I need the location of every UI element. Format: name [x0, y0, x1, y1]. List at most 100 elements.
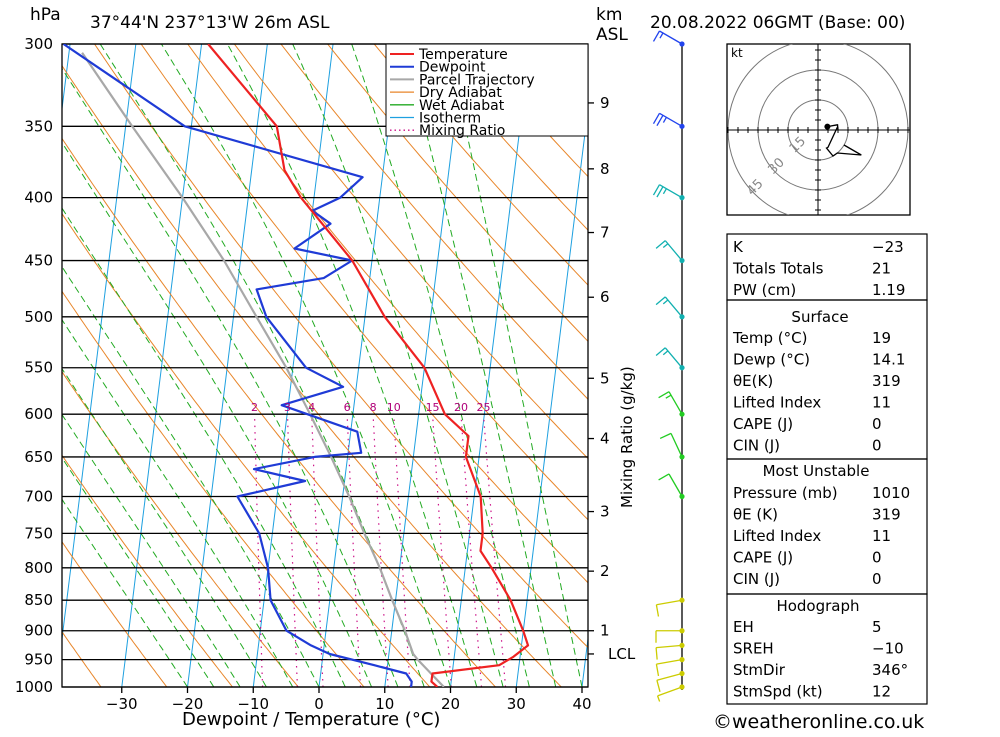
mixing-ratio-tick-label: 3: [284, 401, 291, 414]
pressure-tick-label: 300: [24, 35, 53, 53]
mixing-ratio-tick-label: 10: [387, 401, 401, 414]
isotherm-line: [0, 26, 7, 687]
most-unstable-value: 1010: [872, 484, 910, 502]
most-unstable-value: 11: [872, 527, 891, 545]
hodograph-table-label: StmSpd (kt): [733, 683, 823, 701]
most-unstable-label: θE (K): [733, 506, 778, 524]
wind-barb-shaft: [665, 297, 682, 317]
km-tick-label: 3: [600, 503, 610, 521]
index-label: PW (cm): [733, 281, 796, 299]
hodograph-start-dot: [824, 124, 830, 130]
wind-barb-shaft: [659, 185, 682, 198]
most-unstable-title: Most Unstable: [763, 462, 870, 480]
hodograph-table-label: StmDir: [733, 661, 786, 679]
wind-barb-dot: [679, 643, 684, 648]
mixing-ratio-line: [394, 414, 410, 687]
hodograph-table-value: 12: [872, 683, 891, 701]
mixing-ratio-line: [461, 414, 482, 687]
index-value: 21: [872, 260, 891, 278]
wind-barb-flag: [656, 648, 657, 660]
surface-value: 14.1: [872, 351, 905, 369]
wind-barb-dot: [679, 195, 684, 200]
datetime-title: 20.08.2022 06GMT (Base: 00): [650, 13, 905, 33]
pressure-unit: hPa: [30, 5, 61, 25]
wind-barb-flag: [660, 33, 663, 38]
pressure-tick-label: 600: [24, 405, 53, 423]
mixing-ratio-line: [373, 414, 388, 687]
wind-column: [653, 31, 684, 702]
pressure-tick-label: 750: [24, 524, 53, 542]
surface-label: CAPE (J): [733, 415, 793, 433]
wind-barb-dot: [679, 598, 684, 603]
temp-tick-label: 40: [572, 695, 591, 713]
surface-value: 0: [872, 415, 882, 433]
mixing-ratio-tick-label: 15: [426, 401, 440, 414]
pressure-tick-label: 400: [24, 189, 53, 207]
surface-label: θE(K): [733, 372, 773, 390]
hodograph-table-title: Hodograph: [776, 597, 859, 615]
isotherm-line: [582, 26, 664, 687]
wind-barb-shaft: [657, 673, 682, 680]
wind-barb-dot: [679, 454, 684, 459]
km-tick-label: 8: [600, 160, 610, 178]
location-title: 37°44'N 237°13'W 26m ASL: [90, 13, 330, 33]
wind-barb-flag: [657, 680, 660, 692]
wind-barb-shaft: [669, 474, 682, 497]
wind-barb-flag: [660, 433, 671, 438]
copyright-text: ©weatheronline.co.uk: [713, 711, 924, 733]
xaxis-title: Dewpoint / Temperature (°C): [182, 709, 440, 730]
most-unstable-label: Pressure (mb): [733, 484, 838, 502]
dewpoint-line: [64, 44, 412, 687]
pressure-tick-label: 700: [24, 488, 53, 506]
wind-barb-shaft: [665, 348, 682, 368]
wet-adiabat-line: [0, 26, 372, 687]
km-tick-label: LCL: [608, 645, 636, 663]
wind-barb-shaft: [659, 113, 682, 126]
pressure-tick-label: 950: [24, 651, 53, 669]
wind-barb-shaft: [656, 600, 682, 605]
hodograph-table-label: EH: [733, 618, 754, 636]
surface-value: 11: [872, 394, 891, 412]
index-value: −23: [872, 238, 904, 256]
km-label: km: [596, 5, 622, 25]
km-tick-label: 5: [600, 369, 610, 387]
mixing-ratio-tick-label: 4: [308, 401, 315, 414]
most-unstable-label: Lifted Index: [733, 527, 821, 545]
km-tick-label: 7: [600, 224, 610, 242]
wind-barb-flag: [656, 664, 658, 676]
wind-barb-flag: [663, 244, 668, 248]
pressure-tick-label: 900: [24, 622, 53, 640]
pressure-tick-label: 450: [24, 252, 53, 270]
pressure-tick-label: 650: [24, 448, 53, 466]
wind-barb-dot: [679, 684, 684, 689]
wind-barb-shaft: [656, 645, 682, 647]
temp-tick-label: 20: [441, 695, 460, 713]
temp-tick-label: −30: [106, 695, 138, 713]
plot-profiles: [64, 44, 529, 687]
hodograph-table-value: −10: [872, 640, 904, 658]
km-tick-label: 9: [600, 94, 610, 112]
wind-barb-dot: [679, 628, 684, 633]
wind-barb-dot: [679, 412, 684, 417]
mixing-ratio-tick-label: 20: [454, 401, 468, 414]
wind-barb-shaft: [671, 433, 682, 457]
km-tick-label: 6: [600, 288, 610, 306]
wind-barb-dot: [679, 314, 684, 319]
mixing-ratio-tick-label: 25: [477, 401, 491, 414]
wind-barb-shaft: [658, 687, 682, 696]
surface-title: Surface: [791, 308, 848, 326]
km-tick-label: 4: [600, 430, 610, 448]
wind-barb-flag: [658, 696, 660, 702]
temp-tick-label: 30: [507, 695, 526, 713]
mixing-ratio-tick-label: 8: [370, 401, 377, 414]
wind-barb-shaft: [665, 241, 682, 261]
index-value: 1.19: [872, 281, 905, 299]
wind-barb-flag: [659, 474, 669, 480]
surface-label: Temp (°C): [732, 329, 807, 347]
pressure-tick-label: 1000: [15, 678, 53, 696]
most-unstable-value: 0: [872, 570, 882, 588]
